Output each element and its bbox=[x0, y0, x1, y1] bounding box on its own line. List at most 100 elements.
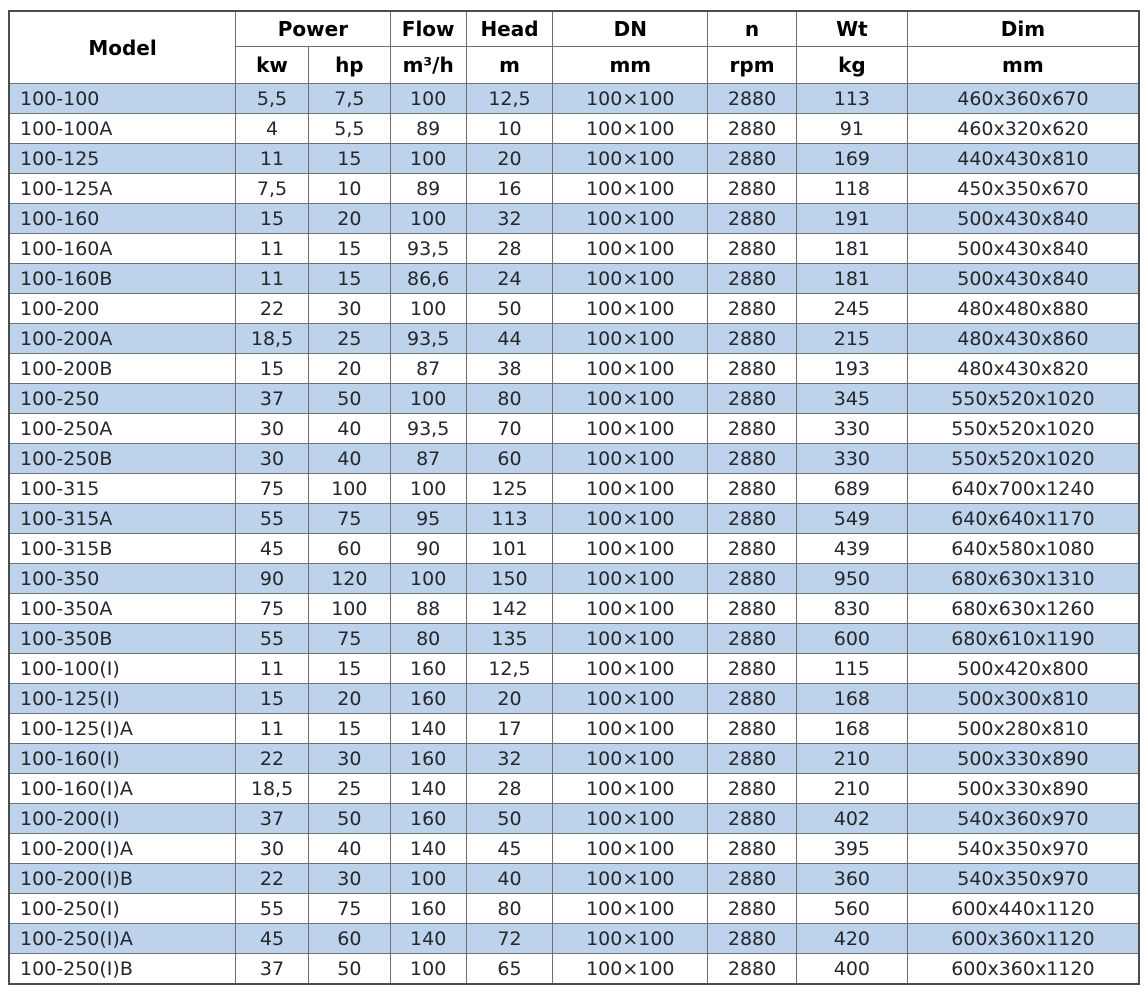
cell-head: 38 bbox=[465, 353, 554, 384]
cell-dim: 680x610x1190 bbox=[906, 623, 1140, 654]
cell-dn: 100×100 bbox=[552, 233, 709, 264]
cell-flow: 160 bbox=[389, 743, 467, 774]
cell-rpm: 2880 bbox=[707, 833, 797, 864]
cell-flow: 140 bbox=[389, 713, 467, 744]
cell-kw: 45 bbox=[235, 923, 309, 954]
cell-dn: 100×100 bbox=[552, 83, 709, 114]
cell-rpm: 2880 bbox=[707, 803, 797, 834]
cell-wt: 345 bbox=[795, 383, 908, 414]
cell-rpm: 2880 bbox=[707, 923, 797, 954]
cell-flow: 80 bbox=[389, 623, 467, 654]
cell-flow: 100 bbox=[389, 953, 467, 985]
cell-dn: 100×100 bbox=[552, 353, 709, 384]
cell-head: 65 bbox=[465, 953, 554, 985]
cell-model: 100-125A bbox=[8, 173, 237, 204]
table-row: 100-350 90 120 100 150 100×100 2880 950 680x630x… bbox=[8, 563, 1140, 594]
cell-hp: 25 bbox=[307, 323, 391, 354]
cell-dn: 100×100 bbox=[552, 293, 709, 324]
cell-model: 100-160(I) bbox=[8, 743, 237, 774]
cell-rpm: 2880 bbox=[707, 143, 797, 174]
cell-hp: 20 bbox=[307, 203, 391, 234]
cell-rpm: 2880 bbox=[707, 413, 797, 444]
cell-head: 28 bbox=[465, 233, 554, 264]
cell-head: 70 bbox=[465, 413, 554, 444]
cell-wt: 168 bbox=[795, 683, 908, 714]
cell-rpm: 2880 bbox=[707, 203, 797, 234]
cell-head: 12,5 bbox=[465, 653, 554, 684]
cell-hp: 10 bbox=[307, 173, 391, 204]
cell-wt: 115 bbox=[795, 653, 908, 684]
cell-dn: 100×100 bbox=[552, 143, 709, 174]
cell-kw: 37 bbox=[235, 383, 309, 414]
cell-flow: 100 bbox=[389, 143, 467, 174]
cell-dim: 540x360x970 bbox=[906, 803, 1140, 834]
cell-rpm: 2880 bbox=[707, 293, 797, 324]
cell-dim: 460x360x670 bbox=[906, 83, 1140, 114]
header-wt-unit: kg bbox=[795, 46, 908, 84]
cell-hp: 15 bbox=[307, 143, 391, 174]
pump-spec-table: Model Power Flow Head DN n Wt Dim kw hp … bbox=[8, 10, 1140, 985]
cell-hp: 60 bbox=[307, 923, 391, 954]
cell-hp: 20 bbox=[307, 353, 391, 384]
cell-hp: 75 bbox=[307, 503, 391, 534]
cell-dim: 500x330x890 bbox=[906, 773, 1140, 804]
cell-head: 150 bbox=[465, 563, 554, 594]
cell-hp: 50 bbox=[307, 803, 391, 834]
cell-hp: 30 bbox=[307, 863, 391, 894]
cell-model: 100-200A bbox=[8, 323, 237, 354]
cell-model: 100-200(I) bbox=[8, 803, 237, 834]
cell-head: 44 bbox=[465, 323, 554, 354]
cell-kw: 75 bbox=[235, 473, 309, 504]
cell-flow: 140 bbox=[389, 773, 467, 804]
cell-kw: 18,5 bbox=[235, 773, 309, 804]
table-row: 100-100(I) 11 15 160 12,5 100×100 2880 115 500x4… bbox=[8, 653, 1140, 684]
cell-model: 100-200(I)A bbox=[8, 833, 237, 864]
cell-flow: 89 bbox=[389, 113, 467, 144]
table-row: 100-315A 55 75 95 113 100×100 2880 549 640x640x1… bbox=[8, 503, 1140, 534]
cell-model: 100-160A bbox=[8, 233, 237, 264]
cell-dim: 540x350x970 bbox=[906, 833, 1140, 864]
cell-model: 100-315 bbox=[8, 473, 237, 504]
cell-hp: 15 bbox=[307, 653, 391, 684]
table-row: 100-200(I) 37 50 160 50 100×100 2880 402 540x360… bbox=[8, 803, 1140, 834]
cell-hp: 75 bbox=[307, 623, 391, 654]
cell-hp: 120 bbox=[307, 563, 391, 594]
cell-dim: 500x430x840 bbox=[906, 233, 1140, 264]
table-row: 100-250B 30 40 87 60 100×100 2880 330 550x520x10… bbox=[8, 443, 1140, 474]
cell-dn: 100×100 bbox=[552, 773, 709, 804]
cell-wt: 191 bbox=[795, 203, 908, 234]
cell-dim: 550x520x1020 bbox=[906, 383, 1140, 414]
table-row: 100-350A 75 100 88 142 100×100 2880 830 680x630x… bbox=[8, 593, 1140, 624]
cell-model: 100-125(I)A bbox=[8, 713, 237, 744]
cell-model: 100-200B bbox=[8, 353, 237, 384]
cell-dn: 100×100 bbox=[552, 653, 709, 684]
table-row: 100-160 15 20 100 32 100×100 2880 191 500x430x84… bbox=[8, 203, 1140, 234]
table-row: 100-160(I)A 18,5 25 140 28 100×100 2880 210 500x… bbox=[8, 773, 1140, 804]
cell-hp: 60 bbox=[307, 533, 391, 564]
cell-dn: 100×100 bbox=[552, 863, 709, 894]
cell-flow: 93,5 bbox=[389, 413, 467, 444]
cell-wt: 549 bbox=[795, 503, 908, 534]
cell-dim: 480x430x820 bbox=[906, 353, 1140, 384]
cell-dn: 100×100 bbox=[552, 323, 709, 354]
spec-table-body: 100-100 5,5 7,5 100 12,5 100×100 2880 113 460x36… bbox=[8, 83, 1140, 985]
header-head-unit: m bbox=[465, 46, 554, 84]
cell-dim: 480x480x880 bbox=[906, 293, 1140, 324]
cell-head: 32 bbox=[465, 203, 554, 234]
cell-rpm: 2880 bbox=[707, 683, 797, 714]
table-row: 100-315B 45 60 90 101 100×100 2880 439 640x580x1… bbox=[8, 533, 1140, 564]
cell-model: 100-200(I)B bbox=[8, 863, 237, 894]
header-wt: Wt bbox=[795, 10, 908, 47]
cell-model: 100-315A bbox=[8, 503, 237, 534]
header-kw: kw bbox=[235, 46, 309, 84]
cell-dim: 500x430x840 bbox=[906, 203, 1140, 234]
cell-head: 20 bbox=[465, 143, 554, 174]
cell-rpm: 2880 bbox=[707, 233, 797, 264]
cell-dim: 500x420x800 bbox=[906, 653, 1140, 684]
cell-model: 100-125 bbox=[8, 143, 237, 174]
cell-hp: 25 bbox=[307, 773, 391, 804]
cell-wt: 330 bbox=[795, 443, 908, 474]
table-row: 100-160A 11 15 93,5 28 100×100 2880 181 500x430x… bbox=[8, 233, 1140, 264]
cell-dn: 100×100 bbox=[552, 173, 709, 204]
cell-rpm: 2880 bbox=[707, 173, 797, 204]
